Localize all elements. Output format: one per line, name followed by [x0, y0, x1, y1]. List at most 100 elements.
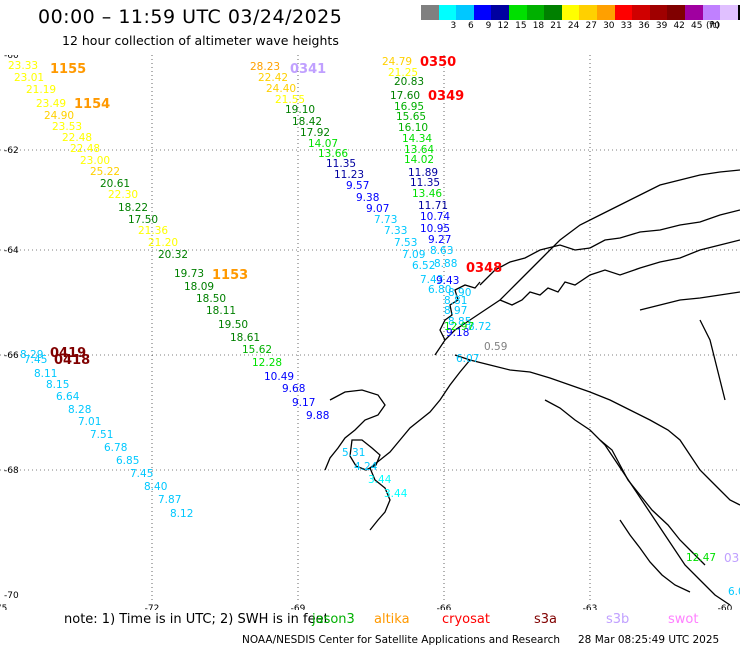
wave-height-label: 7.33 [384, 225, 407, 237]
wave-height-label: 16.10 [398, 122, 428, 134]
wave-height-label: 8.72 [468, 321, 491, 333]
edge-track-label: 03 [724, 551, 739, 565]
wave-height-label: 7.45 [130, 468, 153, 480]
track-id-label: 1153 [212, 268, 248, 283]
wave-height-label: 14.34 [402, 133, 432, 145]
x-tick-label: -60 [718, 604, 733, 610]
colorbar-tick-label: 9 [485, 21, 492, 31]
colorbar-swatch [649, 5, 668, 20]
wave-height-label: 7.51 [90, 429, 113, 441]
y-tick-label: -66 [4, 351, 19, 361]
wave-height-label: 3.44 [368, 474, 392, 486]
map-title: 00:00 – 11:59 UTC 03/24/2025 [38, 6, 343, 28]
wave-height-label: 18.22 [118, 202, 148, 214]
wave-height-label: 13.46 [412, 188, 442, 200]
wave-height-label: 23.49 [36, 98, 66, 110]
wave-height-label: 11.89 [408, 167, 438, 179]
colorbar-swatch [421, 5, 439, 20]
wave-height-label: 17.50 [128, 214, 158, 226]
wave-height-labels: 23.3323.0121.1923.4924.9023.5322.4822.48… [8, 56, 740, 598]
colorbar-tick-label: 30 [603, 21, 615, 31]
wave-height-label: 9.68 [282, 383, 305, 395]
wave-height-label: 8.90 [448, 287, 471, 299]
coastline [324, 169, 740, 606]
wave-height-label: 8.15 [46, 379, 69, 391]
wave-height-label: 6.85 [116, 455, 139, 467]
colorbar-swatch [614, 5, 633, 20]
wave-height-label: 12.97 [444, 321, 474, 333]
satellite-legend-item: swot [668, 612, 699, 627]
y-tick-label: -64 [4, 246, 19, 256]
wave-height-label: 8.29 [20, 349, 43, 361]
wave-height-label: 20.83 [394, 76, 424, 88]
wave-height-label: 20.61 [100, 178, 130, 190]
wave-height-label: 22.48 [70, 143, 100, 155]
wave-height-label: 11.23 [334, 169, 364, 181]
track-id-label: 0350 [420, 55, 456, 70]
colorbar-swatch [702, 5, 721, 20]
colorbar-tick-label: 21 [550, 21, 562, 31]
satellite-legend-item: cryosat [442, 612, 490, 627]
wave-height-label: 8.85 [448, 316, 471, 328]
colorbar-tick-label: 36 [638, 21, 650, 31]
satellite-legend-item: s3a [534, 612, 558, 627]
credit-text: NOAA/NESDIS Center for Satellite Applica… [242, 634, 560, 646]
colorbar-tick-label: 15 [515, 21, 527, 31]
track-id-label: 0341 [290, 62, 326, 77]
satellite-legend-item: s3b [606, 612, 630, 627]
wave-height-label: 7.09 [402, 249, 425, 261]
wave-height-label: 22.30 [108, 189, 138, 201]
y-tick-label: -70 [4, 591, 19, 601]
wave-height-label: 11.71 [418, 200, 448, 212]
wave-height-label: 6.0 [728, 586, 740, 598]
wave-height-label: 8.88 [434, 258, 457, 270]
wave-height-label: 8.11 [34, 368, 57, 380]
wave-height-label: 23.53 [52, 121, 82, 133]
wave-height-label: 6.80 [428, 284, 451, 296]
wave-height-label: 17.60 [390, 90, 420, 102]
wave-height-label: 3.44 [384, 488, 408, 500]
colorbar-swatch [526, 5, 545, 20]
wave-height-label: 24.90 [44, 110, 74, 122]
track-id-label: 0348 [466, 261, 502, 276]
colorbar-tick-label: 12 [497, 21, 509, 31]
colorbar-labels: 3 6 9 12 15 18 21 24 27 30 33 36 39 42 45 70 [421, 21, 720, 31]
wave-height-label: 11.35 [326, 158, 356, 170]
track-id-label: 0419 [50, 346, 86, 361]
wave-height-label: 6.78 [104, 442, 127, 454]
x-tick-label: -63 [583, 604, 598, 610]
graticule [0, 55, 740, 600]
y-tick-label: -62 [4, 146, 19, 156]
colorbar-swatch [473, 5, 492, 20]
colorbar-swatch [720, 5, 738, 20]
wave-height-label: 7.01 [78, 416, 101, 428]
x-tick-label: -72 [145, 604, 160, 610]
colorbar-swatch [667, 5, 685, 20]
wave-height-label: 18.11 [206, 305, 236, 317]
footnote: note: 1) Time is in UTC; 2) SWH is in fe… [64, 612, 329, 627]
y-tick-label: -60 [4, 55, 19, 61]
colorbar-tick-label: 70 [708, 21, 721, 31]
wave-height-label: 10.74 [420, 211, 450, 223]
wave-height-label: 13.64 [404, 144, 434, 156]
wave-height-label: 12.47 [686, 552, 716, 564]
colorbar-swatch [632, 5, 650, 20]
colorbar-unit: (ft) [706, 21, 720, 31]
wave-height-label: 24.40 [266, 83, 296, 95]
x-tick-label: -66 [437, 604, 452, 610]
colorbar-tick-label: 3 [450, 21, 457, 31]
colorbar-swatch [456, 5, 474, 20]
wave-height-label: 9.57 [346, 180, 369, 192]
wave-height-label: 14.02 [404, 154, 434, 166]
colorbar-tick-label: 24 [567, 21, 580, 31]
wave-height-label: 12.28 [252, 357, 282, 369]
track-id-label: 1154 [74, 97, 110, 112]
wave-height-label: 8.81 [444, 295, 467, 307]
wave-height-label: 22.48 [62, 132, 92, 144]
wave-height-label: 24.79 [382, 56, 412, 68]
axis-labels: -75 -72 -69 -66 -63 -60 -60 -62 -64 -66 -68 -70 [0, 55, 733, 610]
colorbar-swatch [544, 5, 562, 20]
wave-height-label: 19.50 [218, 319, 248, 331]
wave-height-label: 23.01 [14, 72, 44, 84]
